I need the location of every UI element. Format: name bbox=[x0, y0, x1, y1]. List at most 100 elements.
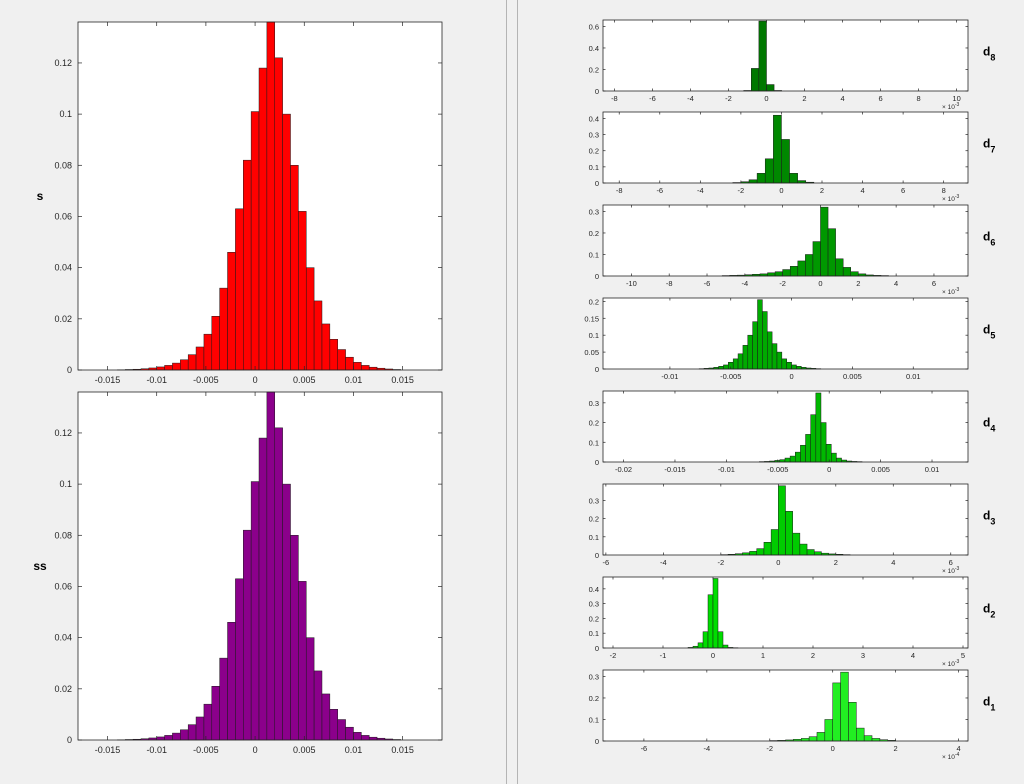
x-tick-label: -2 bbox=[717, 558, 724, 567]
histogram-bar bbox=[835, 258, 844, 277]
histogram-bar bbox=[243, 529, 252, 741]
x-tick-label: -2 bbox=[738, 186, 745, 195]
y-tick-label: 0.3 bbox=[589, 399, 599, 408]
x-tick-label: 8 bbox=[942, 186, 946, 195]
histogram-bar bbox=[820, 422, 827, 463]
histogram-bar bbox=[211, 316, 220, 371]
x-tick-label: 6 bbox=[949, 558, 953, 567]
y-tick-label: 0.3 bbox=[589, 672, 599, 681]
x-tick-label: -0.005 bbox=[193, 375, 219, 385]
x-tick-label: 4 bbox=[891, 558, 895, 567]
axes-box bbox=[602, 390, 969, 463]
subplot-label: d8 bbox=[983, 45, 995, 63]
y-tick-label: 0.08 bbox=[54, 160, 72, 170]
histogram-bar bbox=[752, 321, 758, 370]
histogram-bar bbox=[305, 637, 315, 741]
histogram-bar bbox=[258, 67, 268, 371]
histogram-bar bbox=[749, 551, 758, 556]
x-tick-label: 0.015 bbox=[391, 375, 414, 385]
y-tick-label: 0 bbox=[67, 735, 72, 745]
histogram-bar bbox=[219, 657, 228, 741]
y-axis-label: s bbox=[37, 189, 44, 203]
x-tick-label: -6 bbox=[649, 94, 656, 103]
axes-box bbox=[77, 391, 443, 741]
x-tick-label: 0 bbox=[764, 94, 768, 103]
axes-box bbox=[602, 111, 969, 184]
x-tick-label: -0.015 bbox=[664, 465, 685, 474]
histogram-bar bbox=[763, 542, 772, 556]
x-tick-label: 10 bbox=[952, 94, 960, 103]
y-tick-label: 0 bbox=[595, 644, 599, 653]
histogram-bar bbox=[767, 272, 776, 277]
x-tick-label: -0.005 bbox=[767, 465, 788, 474]
histogram-bar bbox=[345, 356, 354, 371]
histogram-bar bbox=[732, 358, 739, 370]
x-tick-label: 4 bbox=[894, 279, 898, 288]
y-tick-label: 0.12 bbox=[54, 58, 72, 68]
x-tick-label: 0.005 bbox=[871, 465, 890, 474]
y-tick-label: 0.1 bbox=[589, 715, 599, 724]
histogram-bar bbox=[290, 535, 299, 741]
x-exponent-label: × 10-3 bbox=[942, 659, 960, 668]
x-tick-label: 2 bbox=[894, 744, 898, 753]
histogram-bar bbox=[313, 300, 323, 371]
histogram-bar bbox=[368, 736, 378, 741]
x-tick-label: -10 bbox=[626, 279, 637, 288]
y-tick-label: 0.1 bbox=[589, 250, 599, 259]
y-tick-label: 0 bbox=[595, 551, 599, 560]
histogram-bar bbox=[781, 139, 790, 184]
histogram-bar bbox=[771, 343, 778, 370]
histogram-bar bbox=[321, 323, 331, 371]
histogram-bar bbox=[764, 158, 774, 184]
x-tick-label: 0.01 bbox=[906, 372, 921, 381]
histogram-bar bbox=[329, 339, 338, 371]
x-exponent-label: × 10-3 bbox=[942, 102, 960, 111]
histogram-bar bbox=[842, 267, 851, 277]
subplot-label: d7 bbox=[983, 137, 995, 155]
histogram-bar bbox=[856, 727, 865, 742]
axes-box bbox=[602, 297, 969, 370]
y-tick-label: 0.2 bbox=[589, 229, 599, 238]
histogram-bar bbox=[250, 481, 260, 741]
x-tick-label: -2 bbox=[766, 744, 773, 753]
histogram-bar bbox=[805, 254, 814, 277]
x-tick-label: -0.02 bbox=[615, 465, 632, 474]
plot-area bbox=[603, 577, 968, 648]
x-tick-label: -0.01 bbox=[146, 745, 167, 755]
histogram-bar bbox=[747, 334, 753, 370]
y-tick-label: 0.4 bbox=[589, 585, 599, 594]
histogram-bar bbox=[305, 267, 315, 371]
histogram-bar bbox=[156, 366, 165, 371]
x-tick-label: 0 bbox=[711, 651, 715, 660]
histogram-bar bbox=[776, 351, 783, 370]
histogram-bar bbox=[766, 84, 775, 92]
subplot-label: d1 bbox=[983, 695, 995, 713]
histogram-bar bbox=[702, 631, 709, 649]
histogram-bar bbox=[353, 362, 362, 371]
axes-box bbox=[602, 576, 969, 649]
y-axis-label: ss bbox=[33, 559, 47, 573]
histogram-bar bbox=[795, 451, 801, 463]
x-tick-label: 4 bbox=[956, 744, 960, 753]
axes-box bbox=[77, 21, 443, 371]
x-tick-label: 2 bbox=[834, 558, 838, 567]
y-tick-label: 0.2 bbox=[589, 65, 599, 74]
histogram-bar bbox=[164, 365, 173, 371]
plot-area bbox=[603, 298, 968, 369]
histogram-bar bbox=[321, 693, 331, 741]
histogram-bar bbox=[707, 594, 714, 649]
x-tick-label: -6 bbox=[704, 279, 711, 288]
histogram-bar bbox=[211, 686, 220, 741]
y-tick-label: 0 bbox=[595, 365, 599, 374]
x-tick-label: -0.01 bbox=[718, 465, 735, 474]
x-tick-label: 6 bbox=[878, 94, 882, 103]
histogram-bar bbox=[180, 359, 189, 371]
chart-d5: -0.01 -0.005 0 0.005 0.01 0 0.05 0.1 0.15 0.2 d5 bbox=[584, 297, 995, 381]
x-tick-label: 0 bbox=[827, 465, 831, 474]
histogram-bar bbox=[172, 362, 181, 371]
y-tick-label: 0.3 bbox=[589, 131, 599, 140]
axes-box bbox=[602, 483, 969, 556]
axes-box bbox=[602, 204, 969, 277]
histogram-bar bbox=[227, 252, 236, 371]
chart-d2: -2 -1 0 1 2 3 4 5 0 0.1 0.2 0.3 0.4 × 10-3 d2 bbox=[589, 576, 995, 668]
